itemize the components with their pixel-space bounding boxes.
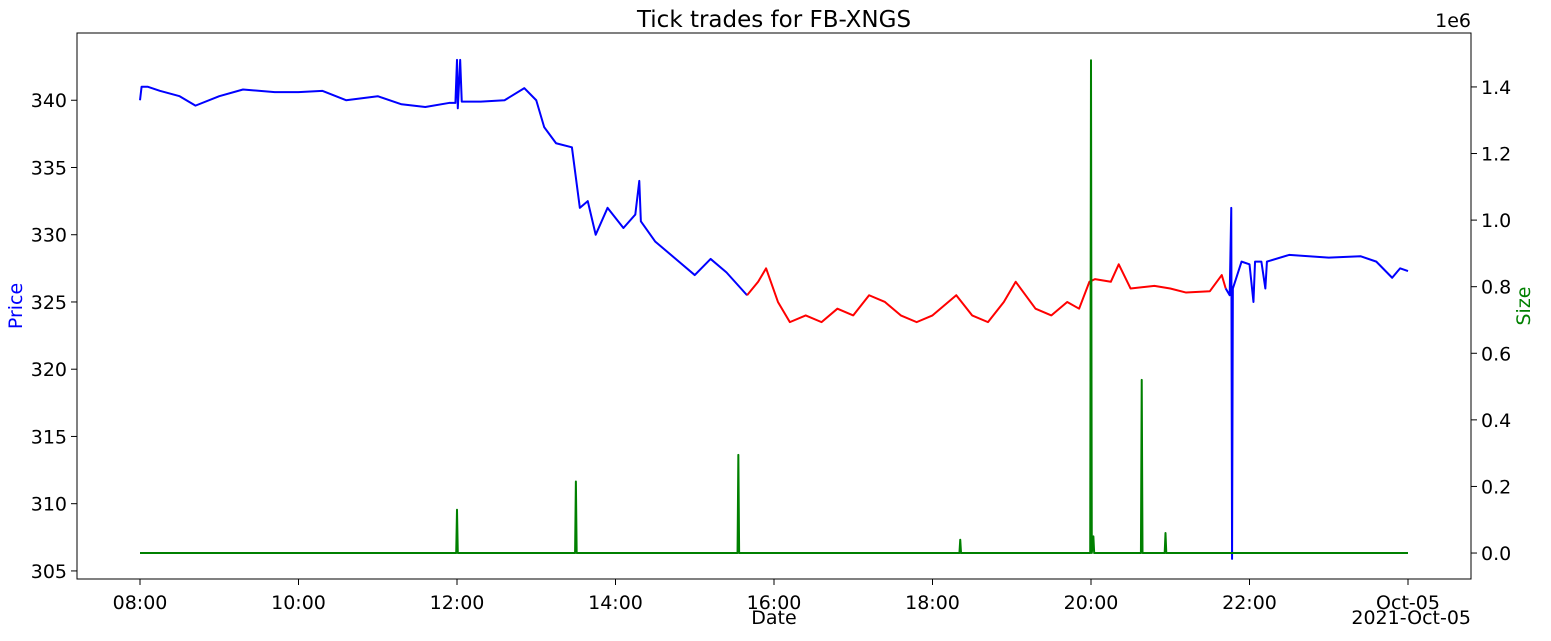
y2-tick-label: 0.8: [1481, 277, 1511, 299]
y-tick-label: 315: [31, 426, 67, 448]
chart-title: Tick trades for FB-XNGS: [636, 7, 911, 33]
y2-tick-label: 0.2: [1481, 476, 1511, 498]
x-tick-label: 12:00: [430, 592, 485, 614]
y2-tick-label: 1.0: [1481, 210, 1511, 232]
x-tick-label: 22:00: [1222, 592, 1277, 614]
series-line: [746, 263, 1227, 324]
y-tick-label: 310: [31, 494, 67, 516]
y-tick-label: 305: [31, 561, 67, 583]
x-tick-label: 08:00: [113, 592, 168, 614]
x-tick-label: 18:00: [905, 592, 960, 614]
y-tick-label: 335: [31, 157, 67, 179]
x-tick-label: 10:00: [271, 592, 326, 614]
y2-offset-label: 1e6: [1435, 10, 1471, 32]
x-tick-label: 20:00: [1064, 592, 1119, 614]
y-axis-label: Price: [5, 283, 27, 329]
y2-tick-label: 1.4: [1481, 77, 1511, 99]
y-tick-label: 320: [31, 359, 67, 381]
y2-tick-label: 1.2: [1481, 144, 1511, 166]
y-tick-label: 330: [31, 225, 67, 247]
x-tick-label: Oct-05: [1376, 592, 1440, 614]
y2-tick-label: 0.6: [1481, 343, 1511, 365]
series-line: [1224, 206, 1409, 560]
x-offset-label: 2021-Oct-05: [1351, 607, 1471, 629]
y-tick-label: 340: [31, 90, 67, 112]
plot-area: [139, 58, 1409, 560]
y2-tick-label: 0.4: [1481, 410, 1511, 432]
y2-tick-label: 0.0: [1481, 543, 1511, 565]
series-line: [140, 59, 1408, 555]
x-tick-label: 16:00: [747, 592, 802, 614]
x-tick-label: 14:00: [588, 592, 643, 614]
series-line: [139, 58, 748, 296]
y-tick-label: 325: [31, 292, 67, 314]
x-axis-label: Date: [751, 607, 796, 629]
axes-frame: [76, 32, 1472, 580]
y2-axis-label: Size: [1513, 286, 1535, 325]
